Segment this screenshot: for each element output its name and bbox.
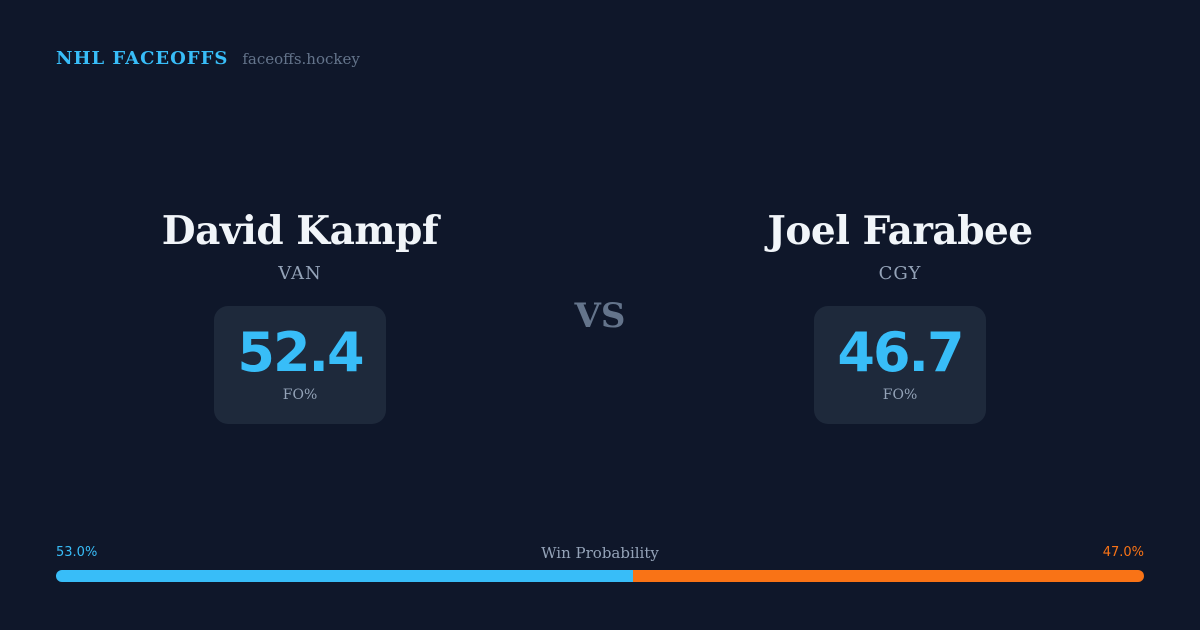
brand-title: NHL FACEOFFS — [56, 48, 229, 69]
brand-header: NHL FACEOFFS faceoffs.hockey — [56, 48, 360, 69]
faceoff-percentage-label: FO% — [282, 387, 318, 403]
win-probability-title: Win Probability — [541, 544, 659, 562]
win-probability-bar — [56, 570, 1144, 582]
faceoff-percentage-label: FO% — [882, 387, 918, 403]
win-probability-right: 47.0% — [1102, 545, 1144, 560]
faceoff-percentage-value: 52.4 — [237, 321, 364, 384]
player-card-right: Joel Farabee CGY 46.7 FO% — [650, 206, 1150, 424]
player-name: David Kampf — [161, 208, 439, 254]
win-probability-fill-right — [632, 570, 1144, 582]
win-probability-fill-left — [56, 570, 633, 582]
player-team: CGY — [878, 263, 922, 284]
win-probability-left: 53.0% — [56, 545, 98, 560]
player-name: Joel Farabee — [767, 208, 1033, 254]
brand-site: faceoffs.hockey — [242, 50, 360, 68]
win-probability-labels: 53.0% Win Probability 47.0% — [56, 543, 1144, 563]
player-team: VAN — [278, 263, 322, 284]
faceoff-stat-box: 46.7 FO% — [814, 306, 986, 424]
versus-label: VS — [574, 296, 626, 336]
faceoff-stat-box: 52.4 FO% — [214, 306, 386, 424]
faceoff-percentage-value: 46.7 — [837, 321, 964, 384]
player-card-left: David Kampf VAN 52.4 FO% — [50, 206, 550, 424]
